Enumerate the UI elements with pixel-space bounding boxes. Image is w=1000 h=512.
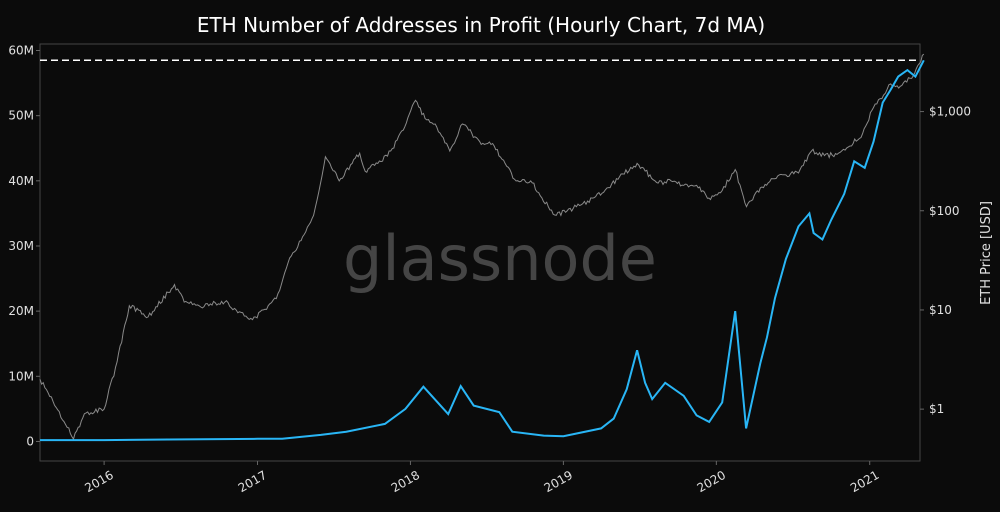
left-axis-ticks: 0 10M 20M 30M 40M 50M 60M	[8, 44, 40, 448]
left-tick-label: 60M	[8, 44, 34, 58]
right-tick-label: $1	[929, 402, 944, 416]
right-axis-label: ETH Price [USD]	[979, 201, 994, 305]
series-addresses-in-profit	[40, 59, 925, 442]
left-tick-label: 20M	[8, 304, 34, 318]
left-tick-label: 0	[26, 434, 34, 448]
left-tick-label: 50M	[8, 109, 34, 123]
chart-title: ETH Number of Addresses in Profit (Hourl…	[197, 13, 765, 37]
left-tick-label: 10M	[8, 369, 34, 383]
left-tick-label: 30M	[8, 239, 34, 253]
series-eth-price	[39, 53, 925, 441]
right-tick-label: $1,000	[929, 105, 971, 119]
right-axis-ticks: $1 $10 $100 $1,000	[920, 105, 971, 416]
right-tick-label: $10	[929, 303, 952, 317]
plot-area-frame	[39, 43, 921, 462]
right-tick-label: $100	[929, 204, 960, 218]
watermark: glassnode	[343, 222, 657, 295]
left-tick-label: 40M	[8, 174, 34, 188]
